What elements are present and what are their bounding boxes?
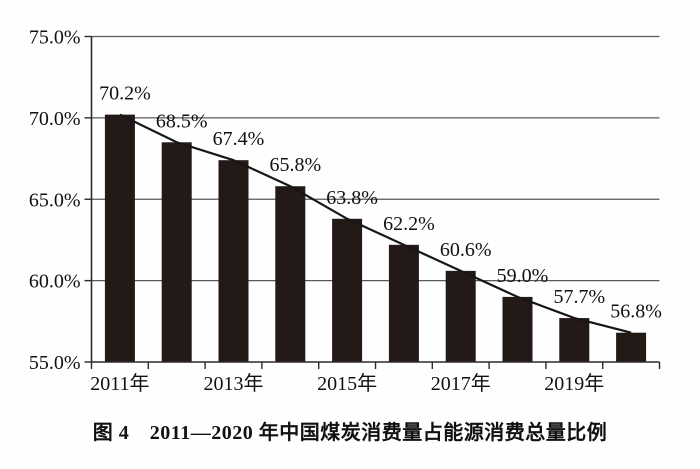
y-tick-label-70: 70.0% [29, 108, 81, 130]
bar-2020 [616, 332, 647, 362]
bar-2016 [388, 244, 419, 362]
data-label-2019: 57.7% [553, 286, 605, 308]
trend-line [119, 113, 632, 334]
bar-2018 [502, 296, 533, 362]
bar-2019 [559, 318, 590, 362]
coal-share-bar-chart: 55.0% 60.0% 65.0% 70.0% 75.0% 2011年 2013年 2015年… [29, 27, 662, 396]
bar-2013 [218, 160, 249, 362]
bar-2012 [161, 142, 192, 362]
y-tick-label-65: 65.0% [29, 189, 81, 211]
data-label-2011: 70.2% [99, 83, 151, 105]
x-tick-label-2013: 2013年 [204, 372, 264, 395]
data-label-2017: 60.6% [440, 239, 492, 261]
y-tick-label-55: 55.0% [29, 352, 81, 374]
x-tick-label-2017: 2017年 [431, 372, 491, 395]
data-label-2020: 56.8% [610, 301, 662, 323]
bar-2014 [275, 186, 306, 362]
data-label-2012: 68.5% [156, 110, 208, 132]
x-tick-label-2015: 2015年 [317, 372, 377, 395]
bar-2015 [332, 218, 363, 362]
x-tick-label-2011: 2011年 [90, 372, 149, 395]
data-label-2016: 62.2% [383, 213, 435, 235]
bar-2017 [445, 270, 476, 362]
bar-2011 [104, 114, 135, 363]
x-tick-label-2019: 2019年 [544, 372, 604, 395]
data-label-2015: 63.8% [326, 187, 378, 209]
data-label-2013: 67.4% [213, 128, 265, 150]
figure-caption: 图 4 2011—2020 年中国煤炭消费量占能源消费总量比例 [92, 422, 608, 444]
y-tick-label-75: 75.0% [29, 27, 81, 49]
y-tick-label-60: 60.0% [29, 271, 81, 293]
data-label-2018: 59.0% [497, 265, 549, 287]
data-label-2014: 65.8% [269, 154, 321, 176]
